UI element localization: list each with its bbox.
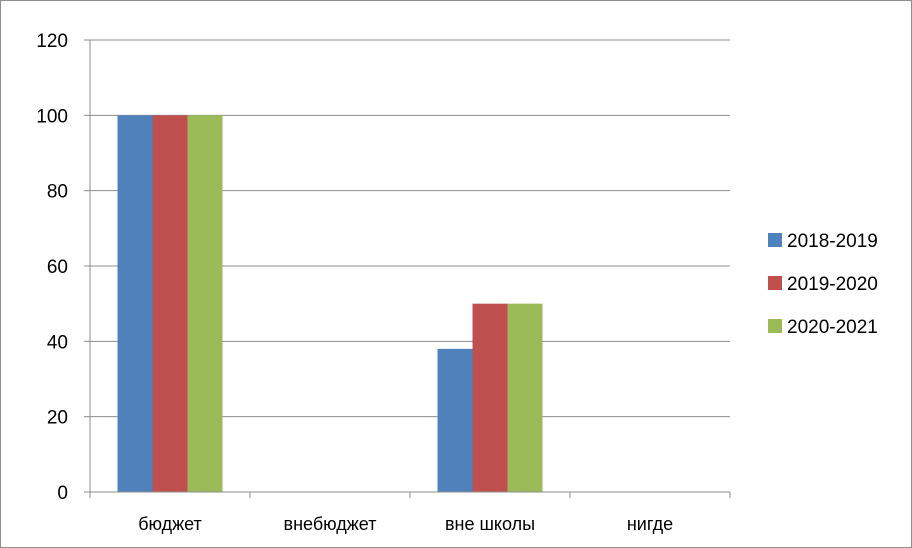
y-tick-label: 20 [47, 408, 68, 429]
y-axis-ticks: 0 20 40 60 80 100 120 [36, 31, 90, 504]
legend-swatch [768, 276, 782, 290]
bars [117, 115, 543, 492]
y-tick-label: 60 [47, 257, 68, 278]
bar-2020-2021-вне школы [507, 303, 543, 492]
x-tick-label: вне школы [445, 514, 535, 534]
bar-2019-2020-вне школы [472, 303, 508, 492]
x-tick-label: нигде [627, 514, 673, 534]
axes [89, 40, 731, 498]
legend: 2018-2019 2019-2020 2020-2021 [768, 231, 878, 338]
legend-label: 2018-2019 [787, 231, 878, 252]
bar-2019-2020-бюджет [152, 115, 188, 492]
y-tick-label: 120 [36, 31, 68, 52]
y-tick-label: 0 [57, 483, 68, 504]
y-tick-label: 100 [36, 106, 68, 127]
bar-2020-2021-бюджет [187, 115, 223, 492]
y-tick-label: 80 [47, 182, 68, 203]
legend-swatch [768, 233, 782, 247]
legend-swatch [768, 319, 782, 333]
bar-2018-2019-бюджет [117, 115, 153, 492]
legend-label: 2019-2020 [787, 274, 878, 295]
y-tick-label: 40 [47, 332, 68, 353]
x-tick-label: бюджет [138, 514, 202, 534]
x-axis-labels: бюджет внебюджет вне школы нигде [138, 514, 673, 534]
legend-label: 2020-2021 [787, 317, 878, 338]
x-tick-label: внебюджет [284, 514, 377, 534]
bar-2018-2019-вне школы [437, 348, 473, 492]
